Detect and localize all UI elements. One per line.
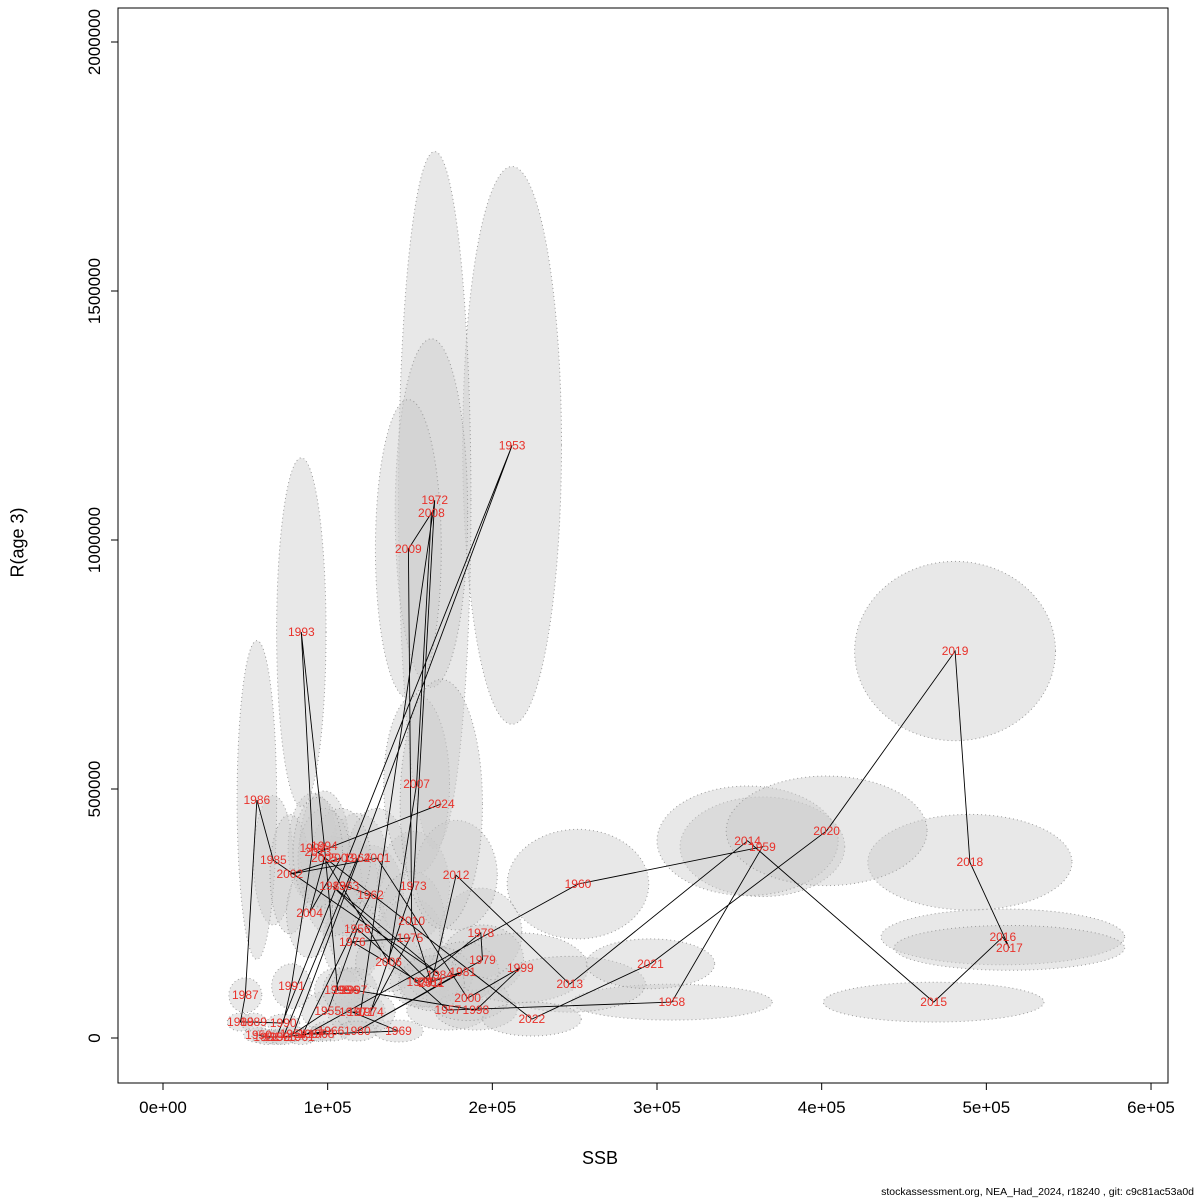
year-label: 1980: [344, 1024, 371, 1038]
year-label: 1985: [260, 853, 287, 867]
year-label: 1954: [280, 1027, 307, 1041]
year-label: 2020: [813, 824, 840, 838]
year-label: 1955: [314, 1004, 341, 1018]
year-label: 1977: [407, 975, 434, 989]
year-label: 1990: [270, 1016, 297, 1030]
year-label: 1958: [658, 995, 685, 1009]
year-label: 1984: [426, 968, 453, 982]
x-tick-label: 4e+05: [798, 1098, 846, 1117]
year-label: 1956: [344, 922, 371, 936]
year-label: 2004: [296, 906, 323, 920]
year-label: 1974: [357, 1005, 384, 1019]
year-label: 1963: [332, 879, 359, 893]
year-label: 1973: [400, 879, 427, 893]
x-tick-label: 5e+05: [962, 1098, 1010, 1117]
year-label: 1959: [749, 840, 776, 854]
year-label: 2021: [637, 957, 664, 971]
year-label: 1966: [318, 1024, 345, 1038]
confidence-ellipse: [337, 1020, 378, 1042]
year-label: 2017: [996, 941, 1023, 955]
year-label: 2010: [398, 914, 425, 928]
y-tick-label: 2000000: [85, 9, 104, 75]
year-label: 2014: [734, 834, 761, 848]
year-label: 1996: [332, 983, 359, 997]
year-label: 2015: [920, 995, 947, 1009]
confidence-ellipse: [462, 166, 563, 725]
plot-frame: [117, 7, 1169, 1084]
year-label: 2008: [418, 506, 445, 520]
year-label: 2002: [276, 867, 303, 881]
year-label: 2013: [556, 977, 583, 991]
year-label: 1961: [288, 1030, 315, 1044]
year-label: 2001: [364, 851, 391, 865]
y-axis-title: R(age 3): [7, 507, 28, 578]
year-label: 2003: [327, 851, 354, 865]
y-tick-label: 1500000: [85, 258, 104, 324]
y-tick-label: 500000: [85, 761, 104, 818]
year-label: 2016: [989, 930, 1016, 944]
year-label: 1983: [319, 879, 346, 893]
x-tick-label: 1e+05: [304, 1098, 352, 1117]
year-label: 1950: [245, 1028, 272, 1042]
x-tick-label: 2e+05: [468, 1098, 516, 1117]
year-label: 2011: [419, 976, 445, 990]
y-tick-label: 0: [85, 1033, 104, 1042]
year-label: 1962: [357, 888, 384, 902]
year-label: 1989: [240, 1015, 267, 1029]
year-label: 1968: [308, 1027, 335, 1041]
year-label: 1972: [421, 493, 448, 507]
year-label: 1999: [507, 961, 534, 975]
footer-attribution: stockassessment.org, NEA_Had_2024, r1824…: [881, 1186, 1194, 1198]
year-label: 2022: [519, 1012, 546, 1026]
year-label: 1995: [324, 983, 351, 997]
trajectory-path: [239, 445, 1010, 1039]
year-label: 1998: [463, 1003, 490, 1017]
x-tick-label: 0e+00: [139, 1098, 187, 1117]
year-label: 2019: [942, 644, 969, 658]
year-label: 2023: [304, 845, 331, 859]
year-label: 2018: [957, 855, 984, 869]
year-label: 1960: [565, 877, 592, 891]
year-label: 2006: [375, 955, 402, 969]
confidence-ellipse: [397, 151, 472, 850]
year-label: 1978: [467, 926, 494, 940]
year-label: 2024: [428, 797, 455, 811]
year-label: 2005: [311, 851, 338, 865]
year-label: 2009: [395, 542, 422, 556]
year-label: 1975: [397, 931, 424, 945]
trajectory-layer: [239, 445, 1010, 1039]
year-label: 1986: [244, 793, 271, 807]
year-label: 1953: [499, 438, 526, 452]
year-label: 1981: [449, 965, 476, 979]
x-axis-title: SSB: [581, 1148, 619, 1168]
x-tick-label: 3e+05: [633, 1098, 681, 1117]
y-tick-label: 1000000: [85, 507, 104, 573]
year-label: 1957: [435, 1003, 462, 1017]
year-label: 1976: [339, 935, 366, 949]
year-label: 1991: [278, 979, 305, 993]
year-label: 1952: [263, 1030, 290, 1044]
year-label: 1964: [344, 851, 371, 865]
year-label: 2007: [403, 777, 430, 791]
year-label: 2000: [454, 991, 481, 1005]
year-label: 1967: [298, 1027, 325, 1041]
year-label: 1951: [253, 1030, 280, 1044]
year-label: 1965: [270, 1030, 297, 1044]
year-label: 1969: [385, 1024, 412, 1038]
year-label: 1982: [416, 975, 443, 989]
year-label: 1992: [299, 841, 326, 855]
year-label: 2012: [443, 868, 470, 882]
year-label: 1987: [232, 988, 259, 1002]
year-label: 1988: [227, 1015, 254, 1029]
year-label: 1997: [341, 983, 368, 997]
year-label: 1994: [311, 839, 338, 853]
year-label: 1971: [347, 1005, 374, 1019]
year-label: 1970: [339, 1005, 366, 1019]
x-tick-label: 6e+05: [1127, 1098, 1175, 1117]
year-label: 1979: [469, 953, 496, 967]
year-label: 1993: [288, 625, 315, 639]
